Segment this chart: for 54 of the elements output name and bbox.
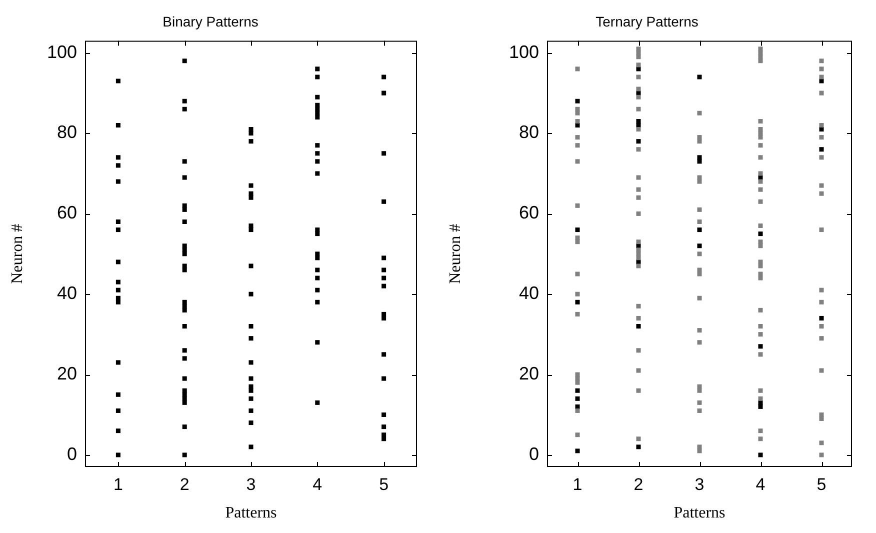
x-tick-label: 1	[572, 474, 582, 494]
y-tick-label: 40	[518, 283, 539, 304]
y-axis-title: Neuron #	[446, 224, 464, 284]
point	[575, 300, 580, 304]
chart-title: Binary Patterns	[162, 13, 258, 30]
y-tick-label: 0	[66, 444, 77, 464]
point	[697, 74, 702, 80]
x-tick-label: 5	[816, 474, 826, 494]
point	[819, 147, 824, 152]
point	[636, 324, 641, 329]
point	[697, 155, 702, 160]
point	[636, 444, 641, 450]
y-tick-label: 100	[46, 42, 77, 62]
y-tick-label: 60	[56, 202, 77, 223]
point	[575, 396, 580, 401]
point	[575, 98, 580, 104]
point	[758, 232, 763, 236]
y-tick-label: 80	[56, 122, 77, 142]
x-tick-label: 5	[379, 474, 389, 494]
point	[758, 400, 763, 405]
x-axis-title: Patterns	[674, 504, 726, 522]
point	[758, 344, 763, 349]
point	[819, 126, 824, 132]
y-tick-label: 100	[508, 42, 539, 62]
point	[697, 159, 702, 164]
y-tick-label: 20	[56, 363, 77, 384]
point	[758, 452, 763, 458]
point	[575, 448, 580, 454]
point	[636, 139, 641, 144]
x-axis-title: Patterns	[225, 504, 277, 522]
x-tick-label: 2	[634, 474, 644, 494]
point	[575, 404, 580, 409]
y-axis-title: Neuron #	[8, 224, 26, 284]
x-tick-label: 3	[246, 474, 256, 494]
x-tick-label: 1	[113, 474, 123, 494]
x-tick-label: 2	[180, 474, 190, 494]
point	[819, 316, 824, 320]
x-tick-label: 3	[694, 474, 704, 494]
y-tick-label: 40	[56, 283, 77, 304]
point	[575, 228, 580, 232]
point	[575, 388, 580, 393]
y-tick-label: 80	[518, 122, 539, 142]
y-tick-label: 20	[518, 363, 539, 384]
point	[758, 404, 763, 409]
point	[697, 244, 702, 248]
point	[636, 118, 641, 124]
point	[575, 122, 580, 128]
point	[636, 66, 641, 72]
x-tick-label: 4	[312, 474, 322, 494]
point	[697, 228, 702, 232]
chart-title: Ternary Patterns	[596, 13, 698, 30]
x-tick-label: 4	[756, 474, 766, 494]
y-tick-label: 60	[518, 202, 539, 223]
y-tick-label: 0	[528, 444, 539, 464]
